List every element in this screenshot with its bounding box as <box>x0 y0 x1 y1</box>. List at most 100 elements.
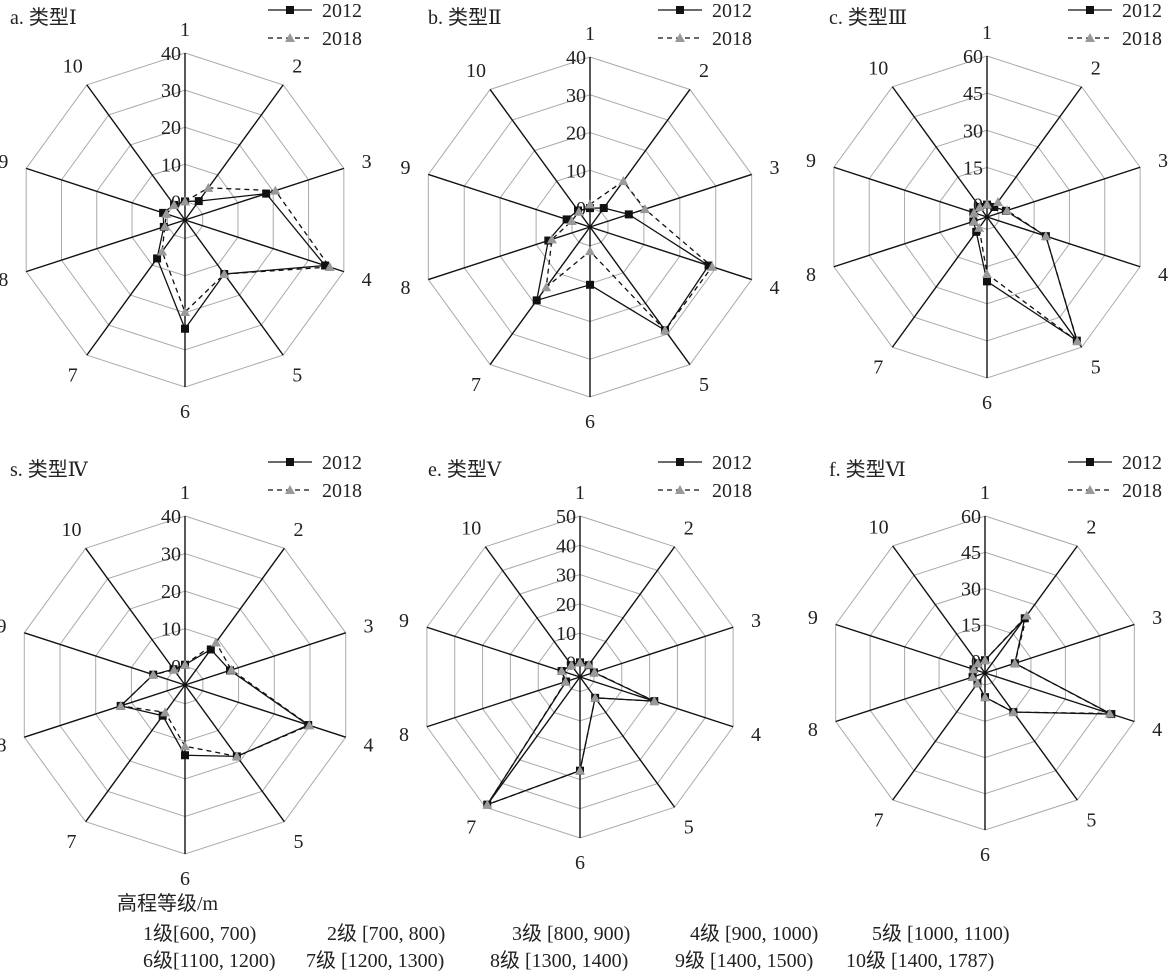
axis-label: 7 <box>68 365 78 387</box>
legend-marker-2018 <box>675 485 685 494</box>
axis-spoke <box>579 626 734 678</box>
data-point-2012 <box>194 197 203 206</box>
data-point-2018 <box>1104 708 1115 718</box>
series-line-2018 <box>119 641 311 758</box>
data-point-2018 <box>1021 610 1032 620</box>
tick-label: 45 <box>963 83 983 105</box>
axis-label: 2 <box>293 519 303 541</box>
series-line-2018 <box>161 187 331 314</box>
axis-spoke <box>984 623 1135 674</box>
axis-spoke <box>184 632 346 686</box>
axis-label: 8 <box>0 735 6 757</box>
axis-label: 2 <box>684 517 694 539</box>
axis-spoke <box>184 684 346 738</box>
legend-label-2018: 2018 <box>1122 480 1162 502</box>
data-point-2018 <box>969 207 980 217</box>
legend: 2012 2018 <box>268 452 362 502</box>
axis-label: 10 <box>868 57 888 79</box>
axis-spoke <box>25 167 186 221</box>
chart-title: b. 类型Ⅱ <box>428 6 502 29</box>
axis-label: 6 <box>180 401 190 423</box>
elevation-level-label: 5级 [1000, 1100) <box>872 922 1010 945</box>
axis-spoke <box>589 173 752 228</box>
data-point-2018 <box>982 268 992 278</box>
data-point-2018 <box>980 655 990 665</box>
data-point-2018 <box>982 199 992 209</box>
tick-label: 30 <box>566 85 586 107</box>
data-point-2018 <box>304 720 315 730</box>
tick-label: 30 <box>963 120 983 142</box>
axis-label: 7 <box>873 357 883 379</box>
legend-label-2018: 2018 <box>712 28 752 50</box>
tick-label: 20 <box>566 123 586 145</box>
axis-spoke <box>835 672 986 723</box>
axis-label: 5 <box>684 817 694 839</box>
axis-label: 9 <box>399 610 409 632</box>
legend-label-2012: 2012 <box>712 0 752 22</box>
elevation-level-label: 9级 [1400, 1500) <box>675 949 813 972</box>
data-point-2018 <box>180 196 190 206</box>
axis-label: 1 <box>180 19 190 41</box>
legend-marker-2012 <box>286 458 294 466</box>
data-point-2018 <box>649 696 660 706</box>
data-point-2018 <box>1040 231 1051 241</box>
legend: 2012 2018 <box>268 0 362 50</box>
legend-label-2018: 2018 <box>322 28 362 50</box>
axis-label: 2 <box>1091 57 1101 79</box>
data-point-2018 <box>115 700 126 710</box>
series-line-2012 <box>535 207 710 332</box>
data-point-2012 <box>624 210 633 219</box>
legend-label-2012: 2012 <box>712 452 752 474</box>
axis-label: 4 <box>1152 719 1162 741</box>
axis-label: 8 <box>806 264 816 286</box>
tick-label: 30 <box>961 578 981 600</box>
elevation-level-label: 10级 [1400, 1787) <box>846 949 994 972</box>
data-point-2018 <box>573 206 584 216</box>
axis-spoke <box>426 676 581 728</box>
legend-marker-2018 <box>675 33 685 42</box>
tick-label: 40 <box>161 43 181 65</box>
chart-title: s. 类型Ⅳ <box>10 458 89 481</box>
data-point-2018 <box>589 667 600 677</box>
data-point-2018 <box>168 664 179 674</box>
axis-label: 5 <box>292 365 302 387</box>
data-point-2012 <box>321 261 330 270</box>
axis-label: 9 <box>400 157 410 179</box>
data-point-2012 <box>562 215 571 224</box>
data-point-2018 <box>180 659 190 669</box>
data-point-2018 <box>219 269 230 279</box>
data-point-2018 <box>566 216 577 226</box>
data-point-2018 <box>590 692 601 702</box>
tick-label: 10 <box>161 154 181 176</box>
axis-label: 5 <box>1091 357 1101 379</box>
data-point-2012 <box>990 202 999 211</box>
data-point-2012 <box>972 227 981 236</box>
elevation-level-label: 4级 [900, 1000) <box>690 922 818 945</box>
tick-label: 20 <box>161 117 181 139</box>
tick-label: 40 <box>161 506 181 528</box>
axis-label: 3 <box>362 151 372 173</box>
data-point-2018 <box>974 201 985 211</box>
axis-label: 1 <box>982 22 992 44</box>
axis-label: 9 <box>808 607 818 629</box>
data-point-2012 <box>262 189 271 198</box>
data-point-2012 <box>153 254 162 263</box>
tick-label: 40 <box>566 47 586 69</box>
axis-spoke <box>184 547 285 686</box>
axis-spoke <box>85 547 186 686</box>
tick-label: 15 <box>963 157 983 179</box>
series-line-2012 <box>119 648 310 758</box>
data-point-2018 <box>575 765 585 775</box>
chart-title: c. 类型Ⅲ <box>829 6 907 29</box>
axis-label: 10 <box>869 517 889 539</box>
axis-spoke <box>891 86 988 218</box>
axis-spoke <box>986 216 1083 348</box>
data-point-2018 <box>992 196 1003 206</box>
legend: 2012 2018 <box>658 452 752 502</box>
series-line-2012 <box>156 192 327 331</box>
legend-marker-2012 <box>286 6 294 14</box>
axis-label: 9 <box>0 151 8 173</box>
